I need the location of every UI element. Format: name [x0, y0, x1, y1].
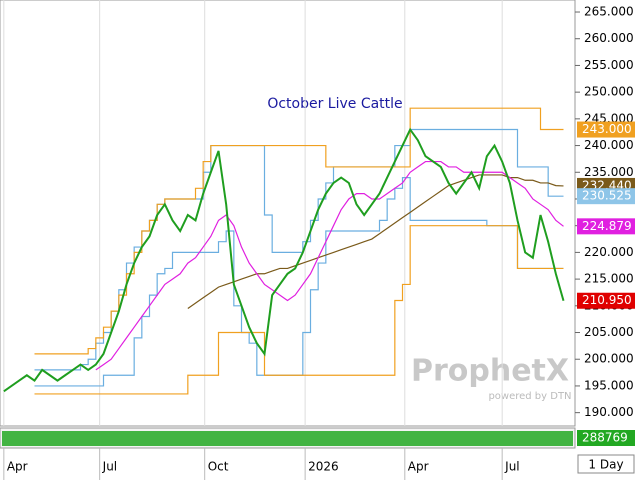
price-tag-label: 210.950 [582, 293, 632, 307]
price-tag [577, 292, 635, 309]
y-tick-label: 265.000 [584, 5, 634, 19]
x-tick-label: Jul [504, 460, 519, 474]
volume-bars [2, 431, 573, 446]
interval-label[interactable]: 1 Day [588, 458, 623, 472]
price-line [95, 160, 564, 371]
watermark-sub: powered by DTN [488, 391, 571, 402]
channel-line [34, 107, 564, 355]
price-tag [577, 188, 635, 205]
y-tick-label: 195.000 [584, 378, 634, 392]
price-line [187, 174, 564, 309]
chart-title: October Live Cattle [267, 96, 402, 112]
y-tick-label: 190.000 [584, 405, 634, 419]
volume-label: 288769 [582, 431, 628, 445]
x-tick-label: Apr [7, 460, 28, 474]
price-tag [577, 218, 635, 235]
price-tag [577, 121, 635, 138]
y-tick-label: 220.000 [584, 245, 634, 259]
x-tick-label: Jul [102, 460, 117, 474]
plot-frame [0, 0, 576, 427]
y-tick-label: 260.000 [584, 31, 634, 45]
y-tick-label: 205.000 [584, 325, 634, 339]
x-tick-label: Oct [208, 460, 229, 474]
channel-line [34, 225, 564, 395]
price-tag-label: 243.000 [582, 122, 632, 136]
y-tick-label: 215.000 [584, 272, 634, 286]
volume-tag [577, 430, 635, 446]
y-tick-label: 200.000 [584, 352, 634, 366]
x-tick-label: 2026 [308, 460, 339, 474]
watermark: ProphetX [411, 354, 569, 389]
y-tick-label: 255.000 [584, 58, 634, 72]
y-tick-label: 235.000 [584, 165, 634, 179]
price-line [3, 127, 565, 393]
x-tick-label: Apr [408, 460, 429, 474]
y-tick-label: 240.000 [584, 138, 634, 152]
price-tag-label: 224.879 [582, 219, 632, 233]
interval-box[interactable] [577, 454, 635, 474]
price-tag-label: 230.525 [582, 189, 632, 203]
y-tick-label: 250.000 [584, 85, 634, 99]
